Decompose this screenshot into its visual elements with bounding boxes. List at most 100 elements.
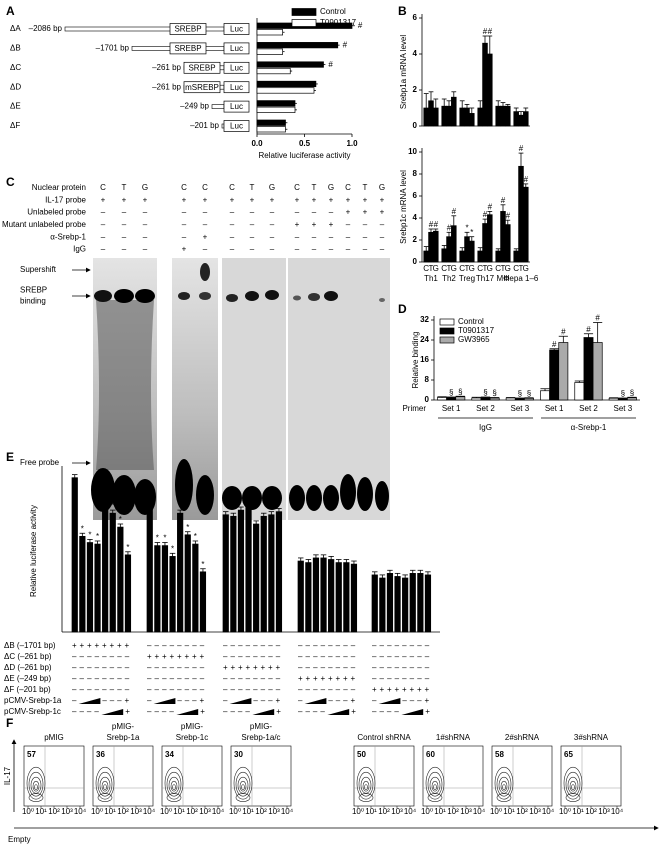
bar bbox=[256, 106, 296, 113]
annotation: # bbox=[358, 21, 363, 30]
gel-lane-sign: – bbox=[295, 245, 300, 254]
gel-lane-sign: – bbox=[203, 220, 208, 229]
series-label: G bbox=[505, 264, 511, 273]
bar bbox=[312, 557, 320, 633]
legend-label: GW3965 bbox=[458, 335, 490, 344]
gel-free-probe bbox=[323, 485, 339, 511]
flow-contour bbox=[360, 776, 372, 794]
bar bbox=[487, 214, 493, 263]
gel-band bbox=[324, 291, 338, 301]
bar bbox=[275, 511, 283, 633]
x-tick-label: Th2 bbox=[442, 274, 456, 283]
condition-signs: + + + + + + + + bbox=[147, 652, 205, 661]
series-label: C bbox=[459, 264, 465, 273]
bar bbox=[574, 382, 585, 401]
reporter-label: Luc bbox=[230, 83, 243, 92]
flow-percent: 30 bbox=[234, 750, 243, 759]
gel-lane-sign: – bbox=[270, 220, 275, 229]
bar bbox=[469, 113, 475, 127]
bar bbox=[256, 29, 283, 36]
annotation: # bbox=[328, 60, 333, 69]
condition-signs: – bbox=[372, 696, 377, 705]
series-label: C bbox=[513, 264, 519, 273]
bar bbox=[514, 398, 525, 401]
bar bbox=[487, 53, 493, 127]
flow-tick-label: 10⁰ bbox=[22, 807, 34, 816]
annotation: § bbox=[483, 388, 487, 397]
annotation: # bbox=[519, 144, 524, 153]
group-label: IgG bbox=[479, 423, 492, 432]
construct-length: –261 bp bbox=[152, 63, 181, 72]
bar bbox=[523, 111, 529, 127]
annotation: * bbox=[163, 534, 166, 543]
annotation: * bbox=[119, 515, 122, 524]
flow-contour bbox=[571, 784, 575, 791]
gel-lane-sign: – bbox=[122, 232, 127, 241]
condition-signs: – – – – – – – – bbox=[372, 652, 430, 661]
flow-contour bbox=[233, 766, 253, 800]
y-tick-label: 0 bbox=[425, 395, 430, 404]
annotation: * bbox=[104, 494, 107, 503]
gel-lane-sign: – bbox=[270, 245, 275, 254]
gel-lane-sign: + bbox=[346, 195, 351, 204]
flow-tick-label: 10⁴ bbox=[143, 807, 156, 816]
flow-plot-title: Srebp-1c bbox=[176, 733, 208, 742]
series-label: G bbox=[469, 264, 475, 273]
flow-tick-label: 10¹ bbox=[503, 807, 515, 816]
gel-row-label: IgG bbox=[73, 245, 86, 254]
bar bbox=[505, 397, 516, 401]
x-tick-label: Th17 bbox=[476, 274, 495, 283]
bar bbox=[428, 231, 434, 263]
gel-lane-block bbox=[288, 258, 390, 520]
series-label: G bbox=[451, 264, 457, 273]
gel-free-probe bbox=[340, 474, 356, 510]
bar bbox=[477, 107, 483, 127]
series-label: G bbox=[487, 264, 493, 273]
construct-length: –2086 bp bbox=[29, 24, 63, 33]
flow-percent: 60 bbox=[426, 750, 435, 759]
bar bbox=[495, 105, 501, 127]
condition-signs: – – – – – – – – bbox=[72, 685, 130, 694]
bar bbox=[124, 554, 132, 633]
annotation: # bbox=[561, 327, 566, 336]
flow-percent: 58 bbox=[495, 750, 504, 759]
bar bbox=[433, 230, 439, 263]
legend-swatch bbox=[439, 318, 455, 326]
panel-label: E bbox=[6, 450, 14, 464]
gel-lane-sign: C bbox=[202, 183, 208, 192]
gel-lane-sign: – bbox=[143, 245, 148, 254]
bar bbox=[343, 562, 350, 633]
gel-lane-sign: – bbox=[363, 220, 368, 229]
flow-tick-label: 10⁰ bbox=[352, 807, 364, 816]
bar bbox=[513, 111, 519, 127]
group-label: α-Srebp-1 bbox=[571, 423, 607, 432]
flow-tick-label: 10⁰ bbox=[160, 807, 172, 816]
promoter bbox=[211, 104, 225, 109]
flow-contour bbox=[358, 793, 374, 802]
flow-tick-label: 10² bbox=[516, 807, 528, 816]
flow-tick-label: 10⁴ bbox=[212, 807, 225, 816]
y-tick-label: 2 bbox=[413, 235, 418, 244]
flow-tick-label: 10¹ bbox=[434, 807, 446, 816]
reporter-label: Luc bbox=[230, 63, 243, 72]
condition-label: ΔF (–201 bp) bbox=[4, 685, 51, 694]
flow-tick-label: 10³ bbox=[460, 807, 472, 816]
gel-images bbox=[91, 258, 390, 520]
condition-signs: – – – + bbox=[253, 696, 280, 705]
gel-lane-sign: G bbox=[379, 183, 385, 192]
flow-contour bbox=[563, 766, 583, 800]
bar bbox=[256, 126, 286, 133]
bar bbox=[230, 515, 237, 633]
flow-tick-label: 10³ bbox=[130, 807, 142, 816]
gel-lane-sign: + bbox=[182, 245, 187, 254]
panel-label: C bbox=[6, 175, 15, 189]
bar bbox=[409, 573, 416, 633]
condition-label: pCMV-Srebp-1a bbox=[4, 696, 62, 705]
flow-plot-title: pMIG bbox=[44, 733, 64, 742]
gel-lane-sign: – bbox=[250, 208, 255, 217]
flow-contour bbox=[362, 780, 370, 792]
construct-length: –261 bp bbox=[152, 82, 181, 91]
flow-contour bbox=[166, 793, 182, 802]
flow-contour bbox=[103, 784, 107, 791]
gel-lane-sign: – bbox=[312, 208, 317, 217]
